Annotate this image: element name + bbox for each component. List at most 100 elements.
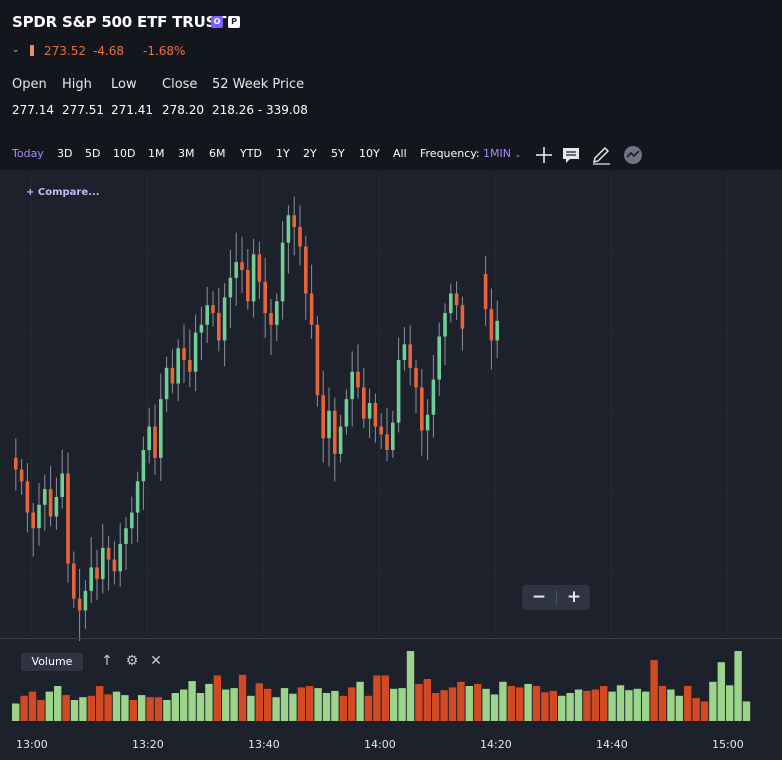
volume-bar <box>675 695 683 721</box>
candle-series <box>14 196 499 642</box>
candle <box>193 332 198 372</box>
candle <box>118 543 122 572</box>
candle <box>188 360 192 372</box>
compare-button[interactable]: + Compare... <box>26 187 100 198</box>
candle <box>48 489 53 517</box>
timeframe-2y[interactable]: 2Y <box>303 147 317 160</box>
chevron-down-icon[interactable]: ⌄ <box>12 45 20 55</box>
timeframe-3m[interactable]: 3M <box>178 147 195 160</box>
candle <box>83 590 88 611</box>
candle <box>443 313 447 337</box>
volume-label: Volume <box>21 653 83 671</box>
candle <box>298 226 302 247</box>
volume-bar <box>12 703 20 721</box>
zoom-in-button[interactable]: + <box>566 587 582 607</box>
frequency-select[interactable]: 1MIN ⌄ <box>483 147 521 160</box>
zoom-controls: − + <box>522 585 590 610</box>
candle <box>309 293 314 325</box>
x-axis-label: 13:00 <box>16 738 48 751</box>
candle <box>385 434 389 450</box>
stat-value-close: 278.20 <box>162 103 204 117</box>
timeframe-10d[interactable]: 10D <box>113 147 136 160</box>
volume-bar <box>96 686 104 721</box>
candle <box>454 293 459 306</box>
volume-bar <box>390 688 398 721</box>
candle <box>495 320 499 341</box>
candle <box>275 301 279 325</box>
volume-bar <box>432 693 440 721</box>
candle <box>199 324 204 333</box>
volume-bar <box>264 688 272 721</box>
volume-bar <box>205 683 213 721</box>
candle <box>147 426 151 450</box>
x-axis-label: 14:00 <box>364 738 396 751</box>
volume-bar <box>238 674 247 721</box>
candle <box>182 348 186 360</box>
timeframe-10y[interactable]: 10Y <box>359 147 380 160</box>
candle <box>141 450 146 482</box>
candle <box>54 496 59 517</box>
volume-bar <box>381 675 389 721</box>
volume-divider[interactable] <box>0 638 782 639</box>
candle <box>43 489 47 505</box>
timeframe-all[interactable]: All <box>393 147 407 160</box>
volume-bar <box>474 683 482 721</box>
volume-bar <box>549 690 557 721</box>
volume-bar <box>591 689 599 721</box>
volume-bar <box>272 697 280 721</box>
candle <box>379 426 383 435</box>
crosshair-icon[interactable] <box>533 144 555 166</box>
volume-bar <box>541 692 549 721</box>
candle <box>251 254 256 302</box>
timeframe-today[interactable]: Today <box>12 147 44 160</box>
gear-icon[interactable]: ⚙ <box>125 653 139 669</box>
volume-bar <box>658 686 667 721</box>
candle <box>362 387 366 419</box>
timeframe-ytd[interactable]: YTD <box>240 147 262 160</box>
volume-bar <box>692 697 700 721</box>
badge-options[interactable]: O <box>211 16 223 28</box>
candle <box>135 481 140 513</box>
candle <box>14 457 18 470</box>
candle <box>77 598 82 611</box>
volume-bar <box>331 690 339 721</box>
pencil-icon[interactable] <box>590 144 612 166</box>
badge-premarket[interactable]: P <box>228 16 240 28</box>
x-axis-label: 13:20 <box>132 738 164 751</box>
candle <box>391 422 395 450</box>
volume-bar <box>465 686 473 721</box>
timeframe-1m[interactable]: 1M <box>148 147 165 160</box>
volume-bar <box>507 686 515 721</box>
volume-bar <box>163 700 171 721</box>
candle <box>25 481 30 513</box>
volume-series <box>12 651 751 721</box>
indicator-icon[interactable] <box>622 144 644 166</box>
volume-bar <box>255 683 263 721</box>
candle <box>396 360 401 423</box>
stat-label-open: Open <box>12 77 47 92</box>
move-up-icon[interactable]: ↑ <box>101 653 113 669</box>
timeframe-6m[interactable]: 6M <box>209 147 226 160</box>
close-icon[interactable]: ✕ <box>150 653 162 669</box>
notes-icon[interactable] <box>560 144 582 166</box>
volume-bar <box>230 688 238 721</box>
zoom-out-button[interactable]: − <box>531 587 547 607</box>
volume-bar <box>558 695 566 721</box>
timeframe-3d[interactable]: 3D <box>57 147 73 160</box>
volume-bar <box>700 701 709 721</box>
candle <box>153 426 157 458</box>
timeframe-5d[interactable]: 5D <box>85 147 101 160</box>
chart-grid <box>0 172 782 636</box>
volume-bar <box>70 700 79 721</box>
candle <box>437 336 441 380</box>
candle <box>211 305 215 314</box>
timeframe-5y[interactable]: 5Y <box>331 147 345 160</box>
timeframe-1y[interactable]: 1Y <box>276 147 290 160</box>
volume-bar <box>516 687 524 721</box>
quote-header: SPDR S&P 500 ETF TRUST O P ⌄ 273.52 -4.6… <box>0 0 782 168</box>
candle <box>338 426 343 454</box>
volume-bar <box>574 689 583 721</box>
volume-bar <box>650 660 658 721</box>
zoom-separator <box>556 590 557 605</box>
candle <box>414 367 418 388</box>
